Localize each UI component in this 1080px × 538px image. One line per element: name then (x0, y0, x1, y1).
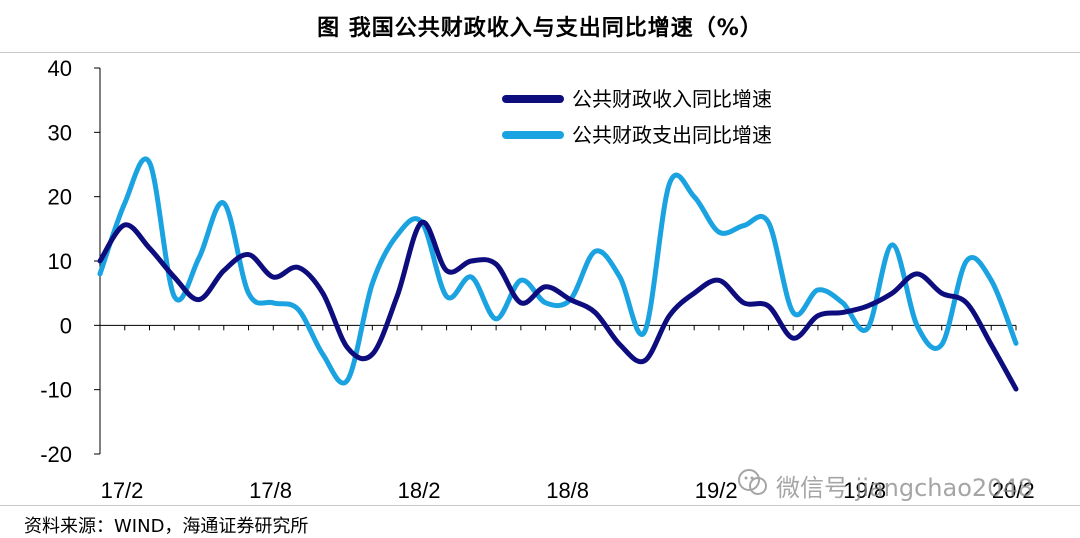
chart-title: 图 我国公共财政收入与支出同比增速（%） (317, 16, 763, 41)
wechat-icon (738, 469, 767, 495)
y-tick-label: -20 (40, 442, 72, 467)
y-tick-label: 20 (48, 185, 72, 210)
y-tick-label: 30 (48, 120, 72, 145)
series-line-revenue (97, 219, 1019, 392)
x-tick-label: 17/2 (101, 478, 144, 503)
y-tick-label: 0 (60, 313, 72, 338)
y-tick-label: 10 (48, 249, 72, 274)
x-tick-label: 18/8 (546, 478, 589, 503)
source-bar: 资料来源：WIND，海通证券研究所 (0, 505, 1080, 537)
y-tick-label: -10 (40, 378, 72, 403)
watermark-text: 微信号 jiangchao2048 (776, 474, 1033, 502)
legend-label-expenditure: 公共财政支出同比增速 (572, 123, 772, 147)
y-tick-label: 40 (48, 56, 72, 81)
x-tick-label: 18/2 (398, 478, 441, 503)
x-tick-label: 19/2 (695, 478, 738, 503)
line-chart: 40 30 20 10 0 -10 -20 17/2 17/8 18/2 18/8 19/2 19/8 2… (40, 56, 1034, 503)
series-lines (97, 156, 1019, 392)
source-note: 资料来源：WIND，海通证券研究所 (24, 516, 309, 537)
x-tick-label: 17/8 (249, 478, 292, 503)
legend-label-revenue: 公共财政收入同比增速 (572, 87, 772, 111)
x-tick-label: 19/8 (843, 478, 886, 503)
tick-labels: 40 30 20 10 0 -10 -20 17/2 17/8 18/2 18/8 19/2 19/8 2… (40, 56, 1034, 503)
series-line-expenditure (97, 156, 1019, 386)
legend: 公共财政收入同比增速 公共财政支出同比增速 (502, 87, 772, 147)
x-tick-label: 20/2 (992, 478, 1035, 503)
title-bar: 图 我国公共财政收入与支出同比增速（%） (0, 0, 1080, 53)
